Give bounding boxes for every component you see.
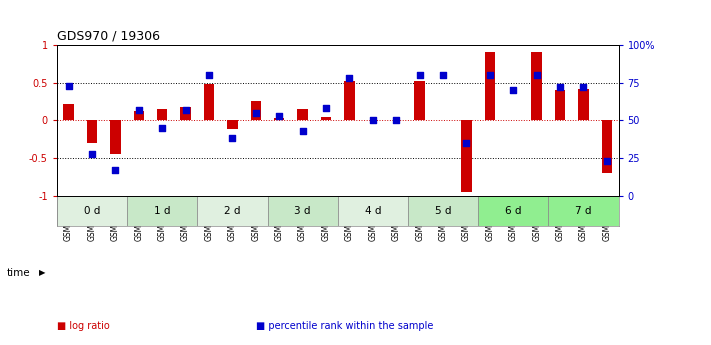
Bar: [110, 120, 121, 154]
Text: GDS970 / 19306: GDS970 / 19306: [57, 29, 160, 42]
Bar: [204, 84, 214, 120]
Bar: [321, 117, 331, 120]
Bar: [602, 120, 612, 173]
Point: [227, 136, 238, 141]
Bar: [157, 109, 168, 120]
Point: [203, 72, 215, 78]
Text: ▶: ▶: [39, 268, 46, 277]
Point: [156, 125, 168, 131]
Point: [367, 118, 378, 123]
Point: [109, 167, 121, 173]
Bar: [415, 81, 425, 120]
Point: [63, 83, 74, 88]
Text: 1 d: 1 d: [154, 206, 171, 216]
Point: [461, 140, 472, 146]
Bar: [181, 107, 191, 120]
Text: 7 d: 7 d: [575, 206, 592, 216]
Bar: [267, 196, 338, 226]
Point: [578, 85, 589, 90]
Point: [602, 158, 613, 164]
Text: 2 d: 2 d: [224, 206, 240, 216]
Text: 6 d: 6 d: [505, 206, 521, 216]
Bar: [485, 52, 495, 120]
Bar: [548, 196, 619, 226]
Text: time: time: [7, 268, 31, 277]
Bar: [63, 104, 74, 120]
Bar: [297, 109, 308, 120]
Bar: [338, 196, 408, 226]
Point: [508, 87, 519, 93]
Bar: [87, 120, 97, 143]
Text: 0 d: 0 d: [84, 206, 100, 216]
Point: [321, 106, 332, 111]
Bar: [479, 196, 548, 226]
Bar: [198, 196, 267, 226]
Text: ■ percentile rank within the sample: ■ percentile rank within the sample: [256, 321, 433, 331]
Point: [437, 72, 449, 78]
Point: [250, 110, 262, 116]
Point: [343, 75, 355, 81]
Bar: [127, 196, 198, 226]
Point: [180, 107, 191, 112]
Point: [414, 72, 425, 78]
Text: 3 d: 3 d: [294, 206, 311, 216]
Point: [133, 107, 144, 112]
Bar: [134, 111, 144, 120]
Bar: [227, 120, 237, 129]
Point: [555, 85, 566, 90]
Bar: [578, 89, 589, 120]
Text: 5 d: 5 d: [435, 206, 451, 216]
Point: [297, 128, 309, 134]
Point: [86, 151, 97, 156]
Bar: [408, 196, 478, 226]
Point: [390, 118, 402, 123]
Bar: [555, 90, 565, 120]
Text: ■ log ratio: ■ log ratio: [57, 321, 109, 331]
Bar: [344, 81, 355, 120]
Point: [484, 72, 496, 78]
Bar: [250, 101, 261, 120]
Bar: [57, 196, 127, 226]
Bar: [461, 120, 471, 192]
Bar: [274, 118, 284, 120]
Point: [531, 72, 542, 78]
Bar: [531, 52, 542, 120]
Text: 4 d: 4 d: [365, 206, 381, 216]
Point: [274, 113, 285, 119]
